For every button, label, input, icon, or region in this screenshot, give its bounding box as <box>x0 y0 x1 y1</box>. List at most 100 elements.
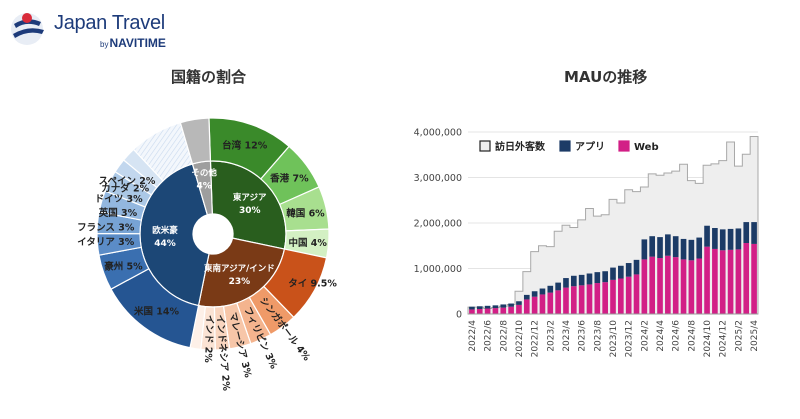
y-tick-label: 2,000,000 <box>414 219 462 230</box>
app-bar <box>508 303 514 307</box>
sunburst-country-label: スペイン 2% <box>99 176 156 187</box>
sunburst-country-label: フランス 3% <box>77 222 135 233</box>
sunburst-group-label: 東南アジア/インド <box>204 263 275 274</box>
legend-swatch <box>618 140 630 152</box>
app-bar <box>539 288 546 295</box>
brand-sub: byNAVITIME <box>100 36 166 50</box>
web-bar <box>469 309 475 314</box>
app-bar <box>625 263 632 277</box>
x-tick-label: 2022/8 <box>499 320 509 352</box>
app-bar <box>657 237 663 259</box>
brand-logo[interactable]: Japan Travel byNAVITIME <box>8 10 198 50</box>
web-bar <box>594 283 601 314</box>
x-tick-label: 2022/10 <box>515 320 525 358</box>
app-bar <box>602 271 608 283</box>
sunburst-group-percent: 4% <box>196 182 211 192</box>
app-bar <box>610 267 616 280</box>
app-bar <box>500 304 507 308</box>
sunburst-country-label: 英国 3% <box>99 207 138 219</box>
web-bar <box>618 278 624 314</box>
app-bar <box>688 239 695 261</box>
app-bar <box>665 234 671 256</box>
sunburst-country-label: カナダ 2% <box>101 182 149 194</box>
app-bar <box>484 305 491 309</box>
app-bar <box>641 239 648 260</box>
brand-navitime: NAVITIME <box>109 36 166 50</box>
web-bar <box>484 308 491 314</box>
web-bar <box>500 307 507 314</box>
web-bar <box>602 282 608 314</box>
sunburst-country-label: ドイツ 3% <box>95 194 143 205</box>
app-bar <box>570 275 577 287</box>
web-bar <box>555 290 561 314</box>
app-bar <box>672 236 679 258</box>
legend-label: 訪日外客数 <box>495 140 546 153</box>
x-tick-label: 2023/2 <box>546 320 556 352</box>
x-tick-label: 2024/10 <box>703 320 713 358</box>
app-bar <box>492 305 499 309</box>
y-tick-label: 3,000,000 <box>414 173 462 184</box>
sunburst-country-label: 韓国 6% <box>286 207 325 219</box>
y-tick-label: 0 <box>456 310 462 321</box>
web-bar <box>649 256 656 314</box>
app-bar <box>704 225 710 247</box>
app-bar <box>523 294 530 300</box>
x-tick-label: 2024/8 <box>687 320 697 352</box>
x-tick-label: 2022/4 <box>468 320 478 352</box>
x-tick-label: 2023/8 <box>593 320 603 352</box>
web-bar <box>492 308 499 314</box>
app-bar <box>719 229 726 251</box>
web-bar <box>531 296 538 314</box>
sunburst-group-label: 東アジア <box>233 192 267 203</box>
app-bar <box>586 273 593 285</box>
web-bar <box>680 259 687 314</box>
x-tick-label: 2023/10 <box>609 320 619 358</box>
sunburst-group-label: 欧米豪 <box>152 225 178 236</box>
app-bar <box>712 228 718 249</box>
app-bar <box>531 291 538 297</box>
web-bar <box>696 258 703 314</box>
app-bar <box>594 272 601 284</box>
web-bar <box>578 285 585 314</box>
web-bar <box>727 249 734 314</box>
legend-label: アプリ <box>575 140 605 153</box>
web-bar <box>704 246 710 314</box>
sunburst-outer-slice <box>179 117 212 165</box>
sunburst-country-label: 香港 7% <box>269 173 309 185</box>
web-bar <box>516 304 522 314</box>
app-bar <box>476 306 483 309</box>
sunburst-country-label: 豪州 5% <box>104 261 143 273</box>
sunburst-group-label: その他 <box>191 168 217 179</box>
sunburst-country-label: 台湾 12% <box>222 139 268 151</box>
sunburst-group-percent: 23% <box>229 277 251 287</box>
x-tick-label: 2022/6 <box>484 320 494 352</box>
x-tick-label: 2023/12 <box>625 320 635 357</box>
web-bar <box>735 249 742 314</box>
app-bar <box>578 274 585 286</box>
app-bar <box>618 265 624 279</box>
sunburst-group-percent: 44% <box>154 239 176 249</box>
web-bar <box>476 308 483 314</box>
web-bar <box>570 286 577 314</box>
sunburst-group-percent: 30% <box>239 206 261 216</box>
web-bar <box>547 292 554 314</box>
web-bar <box>586 284 593 314</box>
bar-title: MAUの推移 <box>564 68 648 86</box>
web-bar <box>743 243 750 314</box>
web-bar <box>665 255 671 314</box>
sunburst-country-label: イタリア 3% <box>77 236 135 248</box>
y-tick-label: 4,000,000 <box>414 128 462 139</box>
pie-hole <box>193 214 233 254</box>
app-bar <box>649 236 656 257</box>
sunburst-country-label: タイ 9.5% <box>288 277 337 289</box>
legend-swatch <box>479 140 491 152</box>
x-tick-label: 2025/4 <box>750 320 760 352</box>
web-bar <box>688 260 695 314</box>
web-bar <box>712 248 718 314</box>
app-bar <box>735 228 742 250</box>
x-tick-label: 2023/4 <box>562 320 572 352</box>
web-bar <box>719 250 726 314</box>
app-bar <box>743 222 750 244</box>
